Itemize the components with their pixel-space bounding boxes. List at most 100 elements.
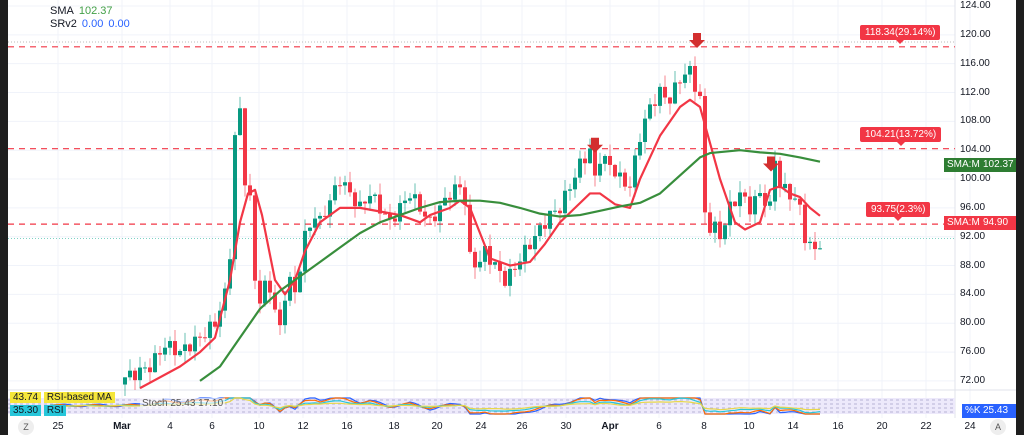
- x-tick-label: 8: [701, 421, 707, 432]
- candle-body: [613, 164, 617, 177]
- x-tick-label: 20: [431, 421, 443, 432]
- candle-body: [448, 197, 452, 200]
- candle-body: [423, 211, 427, 217]
- candle: [273, 284, 277, 313]
- y-tick-label: 124.00: [960, 0, 991, 11]
- sma-fast-price-tag: 94.90: [980, 216, 1016, 230]
- candle: [358, 190, 362, 209]
- auto-scale-button[interactable]: A: [990, 419, 1006, 435]
- candle-body: [458, 184, 462, 188]
- candle: [678, 80, 682, 95]
- x-tick-label: Mar: [113, 421, 131, 432]
- candle-body: [188, 344, 192, 352]
- candle-body: [313, 218, 317, 228]
- candle: [388, 203, 392, 230]
- candle: [343, 175, 347, 195]
- candle-body: [403, 200, 407, 204]
- y-tick-label: 96.00: [960, 201, 986, 213]
- candle-body: [708, 212, 712, 233]
- candle: [788, 182, 792, 211]
- x-tick-label: 26: [516, 421, 528, 432]
- candle: [578, 150, 582, 184]
- indicator-legend: SMA 102.37 SRv2 0.00 0.00: [50, 5, 135, 31]
- candle-body: [693, 66, 697, 92]
- x-tick-label: 6: [209, 421, 215, 432]
- candle-body: [598, 163, 602, 176]
- candle-body: [328, 200, 332, 217]
- candle-body: [208, 321, 212, 338]
- candle-body: [763, 193, 767, 206]
- candle-body: [253, 195, 257, 281]
- candle: [738, 181, 742, 218]
- candle: [183, 332, 187, 363]
- candle: [733, 200, 737, 207]
- candle-body: [398, 203, 402, 222]
- candle: [658, 83, 662, 114]
- candle: [553, 199, 557, 214]
- candle-body: [433, 216, 437, 222]
- candle-body: [793, 198, 797, 200]
- k-tag: %K: [962, 404, 984, 418]
- candle: [443, 187, 447, 207]
- candle-body: [478, 261, 482, 268]
- candle-body: [588, 148, 592, 164]
- y-tick-label: 80.00: [960, 317, 986, 329]
- candle: [813, 231, 817, 260]
- candle-body: [348, 182, 352, 193]
- candle-body: [583, 158, 587, 164]
- candle-body: [233, 135, 237, 260]
- candle: [598, 152, 602, 182]
- candle-body: [483, 246, 487, 262]
- candle-body: [518, 261, 522, 270]
- candle-body: [803, 204, 807, 244]
- candle: [348, 171, 352, 197]
- candle-body: [568, 189, 572, 191]
- candle-body: [778, 160, 782, 189]
- candle-body: [378, 194, 382, 214]
- candle-body: [753, 196, 757, 215]
- candle-body: [453, 184, 457, 200]
- candle-body: [408, 198, 412, 201]
- level-label-118[interactable]: 118.34(29.14%): [860, 25, 941, 44]
- candle: [493, 260, 497, 270]
- candle-body: [733, 201, 737, 207]
- candle: [638, 133, 642, 160]
- candle-body: [333, 185, 337, 201]
- level-label-104[interactable]: 104.21(13.72%): [860, 127, 942, 146]
- rsi-ma-label: RSI-based MA: [43, 392, 115, 403]
- candle: [528, 238, 532, 250]
- candle-body: [358, 201, 362, 207]
- candle: [583, 151, 587, 175]
- candle-body: [158, 353, 162, 355]
- candle: [283, 291, 287, 334]
- candle-body: [413, 194, 417, 199]
- candle: [188, 343, 192, 356]
- candle-body: [713, 221, 717, 233]
- candle: [563, 180, 567, 217]
- candle-body: [603, 155, 607, 164]
- candle: [163, 337, 167, 362]
- candle: [653, 93, 657, 117]
- x-tick-label: 24: [964, 421, 976, 432]
- candle: [628, 176, 632, 197]
- zoom-reset-button[interactable]: Z: [18, 419, 34, 435]
- candle-body: [323, 215, 327, 217]
- sma-slow-price-tag: 102.37: [980, 158, 1016, 172]
- candle: [423, 200, 427, 227]
- candle-body: [293, 276, 297, 293]
- candle: [618, 161, 622, 188]
- candle-body: [798, 198, 802, 205]
- candle: [673, 70, 677, 105]
- candle: [723, 222, 727, 245]
- candle-body: [498, 262, 502, 271]
- candle-body: [318, 215, 322, 219]
- sell-arrow-icon: [689, 33, 705, 48]
- candle: [603, 154, 607, 172]
- candle: [378, 183, 382, 225]
- candle-body: [813, 241, 817, 250]
- candle-body: [193, 336, 197, 352]
- level-label-93[interactable]: 93.75(2.3%): [866, 202, 931, 221]
- candle: [263, 275, 267, 307]
- candle-body: [388, 213, 392, 219]
